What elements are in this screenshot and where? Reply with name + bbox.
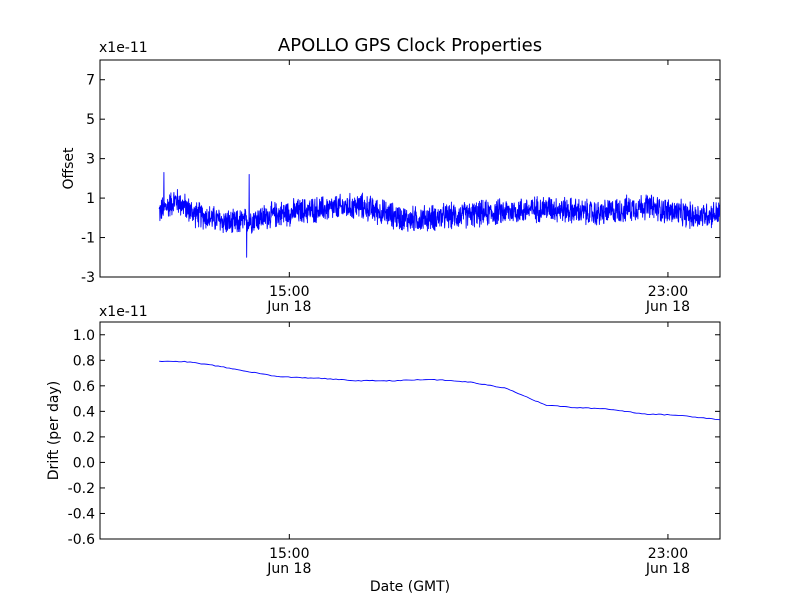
- drift-ytick-label: 0.0: [73, 455, 95, 471]
- offset-xtick-time-label: 15:00: [269, 284, 309, 300]
- drift-x-axis-label: Date (GMT): [370, 579, 450, 595]
- offset-series-layer: [158, 171, 720, 258]
- offset-y-axis-label: Offset: [61, 147, 77, 190]
- drift-series-layer: [159, 360, 720, 421]
- drift-xtick-date-label: Jun 18: [645, 561, 690, 577]
- drift-ytick-label: 0.2: [73, 430, 95, 446]
- drift-xtick-time-label: 15:00: [269, 546, 309, 562]
- drift-axes-frame: [99, 321, 721, 540]
- drift-ytick-label: -0.4: [68, 506, 95, 522]
- drift-ytick-label: -0.6: [68, 532, 95, 548]
- drift-panel: x1e-11 Drift (per day) Date (GMT) -0.6-0…: [46, 304, 721, 595]
- drift-ytick-label: 1.0: [73, 328, 95, 344]
- offset-y-ticks: -3 -1 1 3 5 7: [81, 73, 720, 286]
- offset-series-line: [158, 171, 720, 258]
- offset-xtick-date-label: Jun 18: [266, 299, 311, 315]
- drift-y-ticks: -0.6 -0.4 -0.2 0.0 0.2 0.4 0.6 0.8 1.0: [68, 328, 720, 548]
- drift-y-axis-label: Drift (per day): [46, 381, 62, 480]
- chart-title: APOLLO GPS Clock Properties: [278, 35, 542, 56]
- offset-ytick-label: 1: [86, 191, 95, 207]
- drift-ytick-label: 0.4: [73, 404, 95, 420]
- offset-scale-label: x1e-11: [99, 40, 148, 56]
- offset-ytick-label: 3: [86, 152, 95, 168]
- drift-xtick-date-label: Jun 18: [266, 561, 311, 577]
- drift-ytick-label: -0.2: [68, 481, 95, 497]
- offset-ytick-label: -3: [81, 270, 95, 286]
- offset-axes-frame: [99, 59, 721, 278]
- offset-xtick-date-label: Jun 18: [645, 299, 690, 315]
- offset-xtick-time-label: 23:00: [648, 284, 688, 300]
- offset-ytick-label: -1: [81, 231, 95, 247]
- drift-scale-label: x1e-11: [99, 304, 148, 320]
- offset-ytick-label: 5: [86, 112, 95, 128]
- offset-ytick-label: 7: [86, 73, 95, 89]
- drift-ytick-label: 0.6: [73, 379, 95, 395]
- drift-xtick-time-label: 23:00: [648, 546, 688, 562]
- drift-series-line: [159, 360, 720, 421]
- drift-ytick-label: 0.8: [73, 353, 95, 369]
